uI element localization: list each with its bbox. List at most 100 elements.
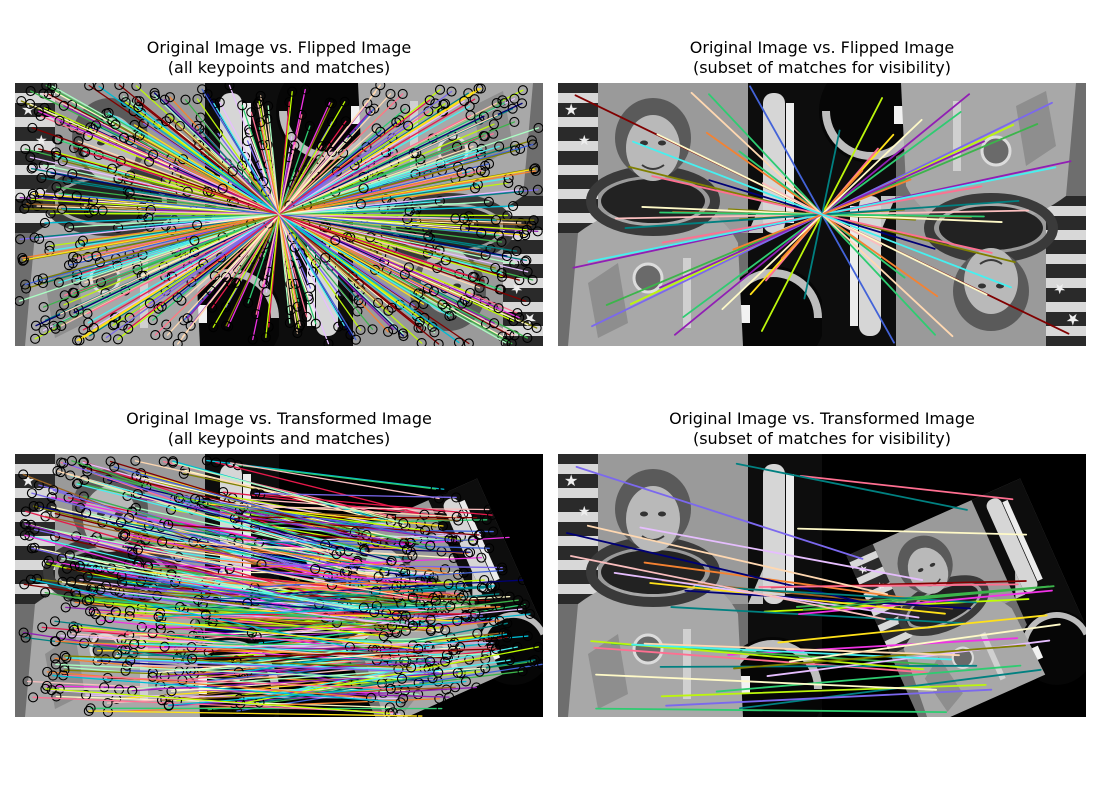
match-line <box>87 575 378 607</box>
keypoint-marker <box>498 644 509 655</box>
title-line-1: Original Image vs. Flipped Image <box>146 38 412 57</box>
keypoint-marker <box>56 320 67 331</box>
keypoint-marker <box>355 324 366 336</box>
match-line <box>31 492 316 570</box>
keypoint-marker <box>530 165 541 177</box>
match-line <box>251 599 519 634</box>
keypoint-marker <box>202 186 213 197</box>
keypoint-marker <box>422 283 433 294</box>
keypoint-marker <box>296 109 307 120</box>
keypoint-marker <box>513 595 524 606</box>
keypoint-marker <box>26 163 37 174</box>
keypoint-marker <box>437 520 449 532</box>
keypoint-marker <box>240 151 251 162</box>
keypoint-marker <box>284 317 295 328</box>
match-line <box>586 524 889 596</box>
keypoint-marker <box>339 96 350 107</box>
match-line <box>197 585 462 601</box>
suit-shade <box>588 634 628 709</box>
match-line <box>101 521 366 584</box>
keypoint-marker <box>465 110 476 121</box>
keypoint-marker <box>65 470 76 481</box>
match-line <box>733 644 1026 670</box>
keypoint-marker <box>514 312 525 323</box>
keypoint-marker <box>255 117 266 128</box>
keypoint-marker <box>172 292 183 303</box>
keypoint-marker <box>458 590 469 601</box>
keypoint-marker <box>84 594 95 605</box>
keypoint-marker <box>85 606 96 617</box>
keypoint-marker <box>117 320 128 331</box>
keypoint-marker <box>522 266 533 277</box>
match-line <box>118 591 407 617</box>
keypoint-marker <box>484 595 495 606</box>
keypoint-marker <box>246 627 257 638</box>
match-line <box>170 573 437 602</box>
keypoint-marker <box>358 602 369 613</box>
keypoint-marker <box>162 329 173 341</box>
keypoint-marker <box>407 620 419 631</box>
match-line <box>128 615 432 621</box>
keypoint-marker <box>528 215 539 226</box>
keypoint-marker <box>290 278 301 289</box>
keypoint-marker <box>503 532 515 543</box>
flag-stripe <box>849 550 879 569</box>
keypoint-marker <box>78 456 89 467</box>
keypoint-marker <box>159 94 170 105</box>
keypoint-marker <box>476 227 487 239</box>
keypoint-marker <box>195 112 206 123</box>
keypoint-marker <box>465 287 476 299</box>
face <box>964 248 1018 314</box>
keypoint-marker <box>493 303 504 314</box>
keypoint-marker <box>252 98 263 109</box>
match-line <box>570 555 886 621</box>
keypoint-marker <box>307 267 318 278</box>
match-line <box>259 493 493 516</box>
keypoint-marker <box>451 511 462 522</box>
keypoint-marker <box>19 579 30 590</box>
match-line <box>659 664 978 668</box>
keypoint-marker <box>95 615 106 626</box>
keypoint-marker <box>124 187 135 198</box>
keypoint-marker <box>250 488 261 499</box>
keypoint-marker <box>366 692 377 703</box>
keypoint-marker <box>225 277 237 288</box>
keypoint-marker <box>388 324 399 335</box>
keypoint-marker <box>47 670 58 681</box>
keypoint-marker <box>517 666 528 677</box>
keypoint-marker <box>495 284 506 295</box>
keypoint-marker <box>150 330 161 341</box>
eye <box>978 283 986 289</box>
keypoint-marker <box>293 322 304 333</box>
keypoint-marker <box>246 634 257 645</box>
keypoint-marker <box>59 665 70 676</box>
keypoint-marker <box>163 700 174 711</box>
keypoint-marker <box>58 100 69 111</box>
keypoint-marker <box>55 467 66 478</box>
keypoint-marker <box>144 156 155 167</box>
keypoint-marker <box>320 252 331 263</box>
keypoint-marker <box>304 121 315 132</box>
keypoint-marker <box>149 90 161 101</box>
keypoint-marker <box>124 611 135 622</box>
zipper <box>410 101 418 171</box>
match-line <box>595 707 948 714</box>
keypoint-marker <box>156 695 168 706</box>
keypoint-marker <box>489 318 500 329</box>
keypoint-marker <box>19 518 30 529</box>
match-line <box>777 614 1048 644</box>
match-line <box>715 664 1022 693</box>
keypoint-marker <box>56 553 67 564</box>
keypoint-marker <box>406 662 417 673</box>
keypoint-marker <box>32 201 43 212</box>
face <box>626 115 680 181</box>
keypoint-marker <box>122 660 133 671</box>
keypoint-marker <box>455 593 466 604</box>
keypoint-marker <box>483 158 495 169</box>
match-line <box>797 527 1028 536</box>
keypoint-marker <box>26 543 37 554</box>
title-flipped-subset: Original Image vs. Flipped Image (subset… <box>558 38 1086 78</box>
keypoint-marker <box>467 534 479 546</box>
match-line <box>62 462 335 552</box>
keypoint-marker <box>182 186 193 197</box>
